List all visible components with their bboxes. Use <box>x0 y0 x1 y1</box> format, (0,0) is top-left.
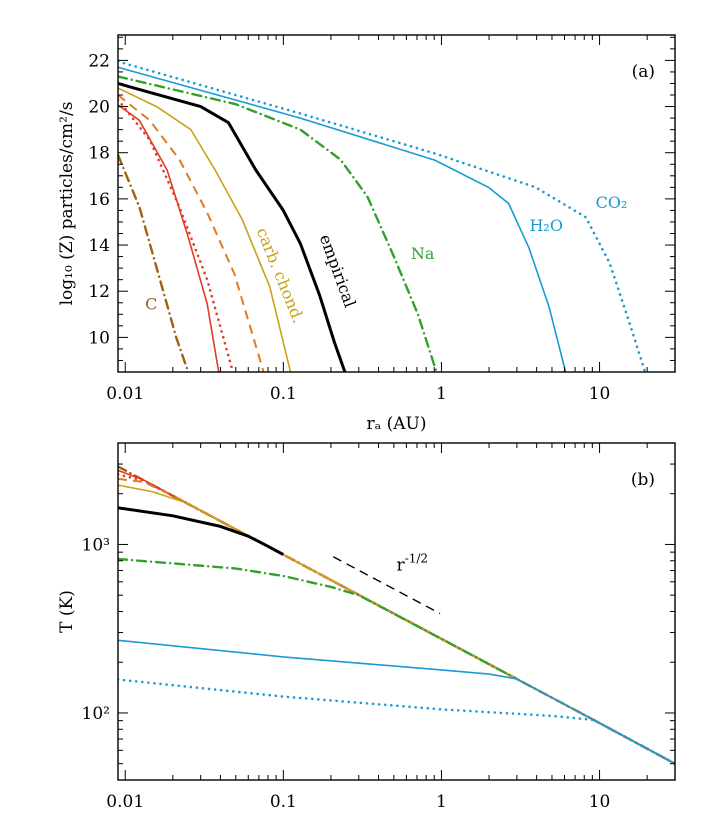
series-line-5 <box>118 506 285 556</box>
y-tick-label: 10³ <box>82 535 110 555</box>
x-tick-label: 0.1 <box>270 792 297 812</box>
reference-label-exponent: -1/2 <box>405 552 428 566</box>
y-tick-label: 18 <box>88 144 110 164</box>
y-tick-label: 12 <box>88 282 110 302</box>
series-line-6 <box>118 557 519 681</box>
series-line-2 <box>118 473 675 765</box>
series-line-6 <box>118 75 438 372</box>
x-tick-label: 10 <box>589 792 611 812</box>
x-tick-label: 10 <box>589 384 611 404</box>
reference-line-label: r-1/2 <box>397 552 429 576</box>
series-line-0 <box>118 153 190 372</box>
y-tick-label: 20 <box>88 98 110 118</box>
y-tick-label: 10² <box>82 704 110 724</box>
y-axis-label: T (K) <box>57 590 77 633</box>
x-tick-label: 0.01 <box>106 792 144 812</box>
x-tick-label: 0.01 <box>106 384 144 404</box>
reference-line <box>332 556 441 615</box>
series-line-8 <box>118 60 647 372</box>
x-axis-label: rₐ (AU) <box>367 414 427 434</box>
panel-a: 0.01 0.1 1 10 10 12 14 16 18 20 22 (a) rₐ (AU) log₁₀ … <box>57 34 676 434</box>
plot-frame <box>117 34 676 373</box>
series-line-7 <box>118 639 675 765</box>
plot-area <box>118 60 647 372</box>
curve-label-h2o: H₂O <box>529 216 562 235</box>
curve-label-na: Na <box>411 244 435 263</box>
panel-b: r-1/2 0.01 0.1 1 10 10² 10³ (b) T (K) <box>57 442 676 812</box>
y-tick-label: 10 <box>88 328 110 348</box>
curve-label-co2: CO₂ <box>596 193 628 212</box>
curve-label-c: C <box>145 295 157 314</box>
panel-label: (a) <box>632 62 655 82</box>
x-tick-label: 0.1 <box>270 384 297 404</box>
x-tick-label: 1 <box>436 792 447 812</box>
y-tick-label: 22 <box>88 51 110 71</box>
series-line-5 <box>118 82 347 372</box>
series-line-7 <box>118 66 567 372</box>
series-line-4 <box>118 484 675 765</box>
panel-label: (b) <box>631 470 655 490</box>
plot-frame <box>117 442 676 781</box>
series-line-1 <box>118 104 220 372</box>
series-line-3 <box>118 94 265 372</box>
y-tick-label: 14 <box>88 236 110 256</box>
series-line-4 <box>118 87 292 372</box>
x-tick-label: 1 <box>436 384 447 404</box>
curve-label-empirical: empirical <box>316 232 360 310</box>
y-axis-label: log₁₀ (Z) particles/cm²/s <box>57 102 77 306</box>
series-line-8 <box>118 678 675 765</box>
plot-area <box>118 465 675 765</box>
y-tick-label: 16 <box>88 190 110 210</box>
reference-label-base: r <box>397 556 406 576</box>
